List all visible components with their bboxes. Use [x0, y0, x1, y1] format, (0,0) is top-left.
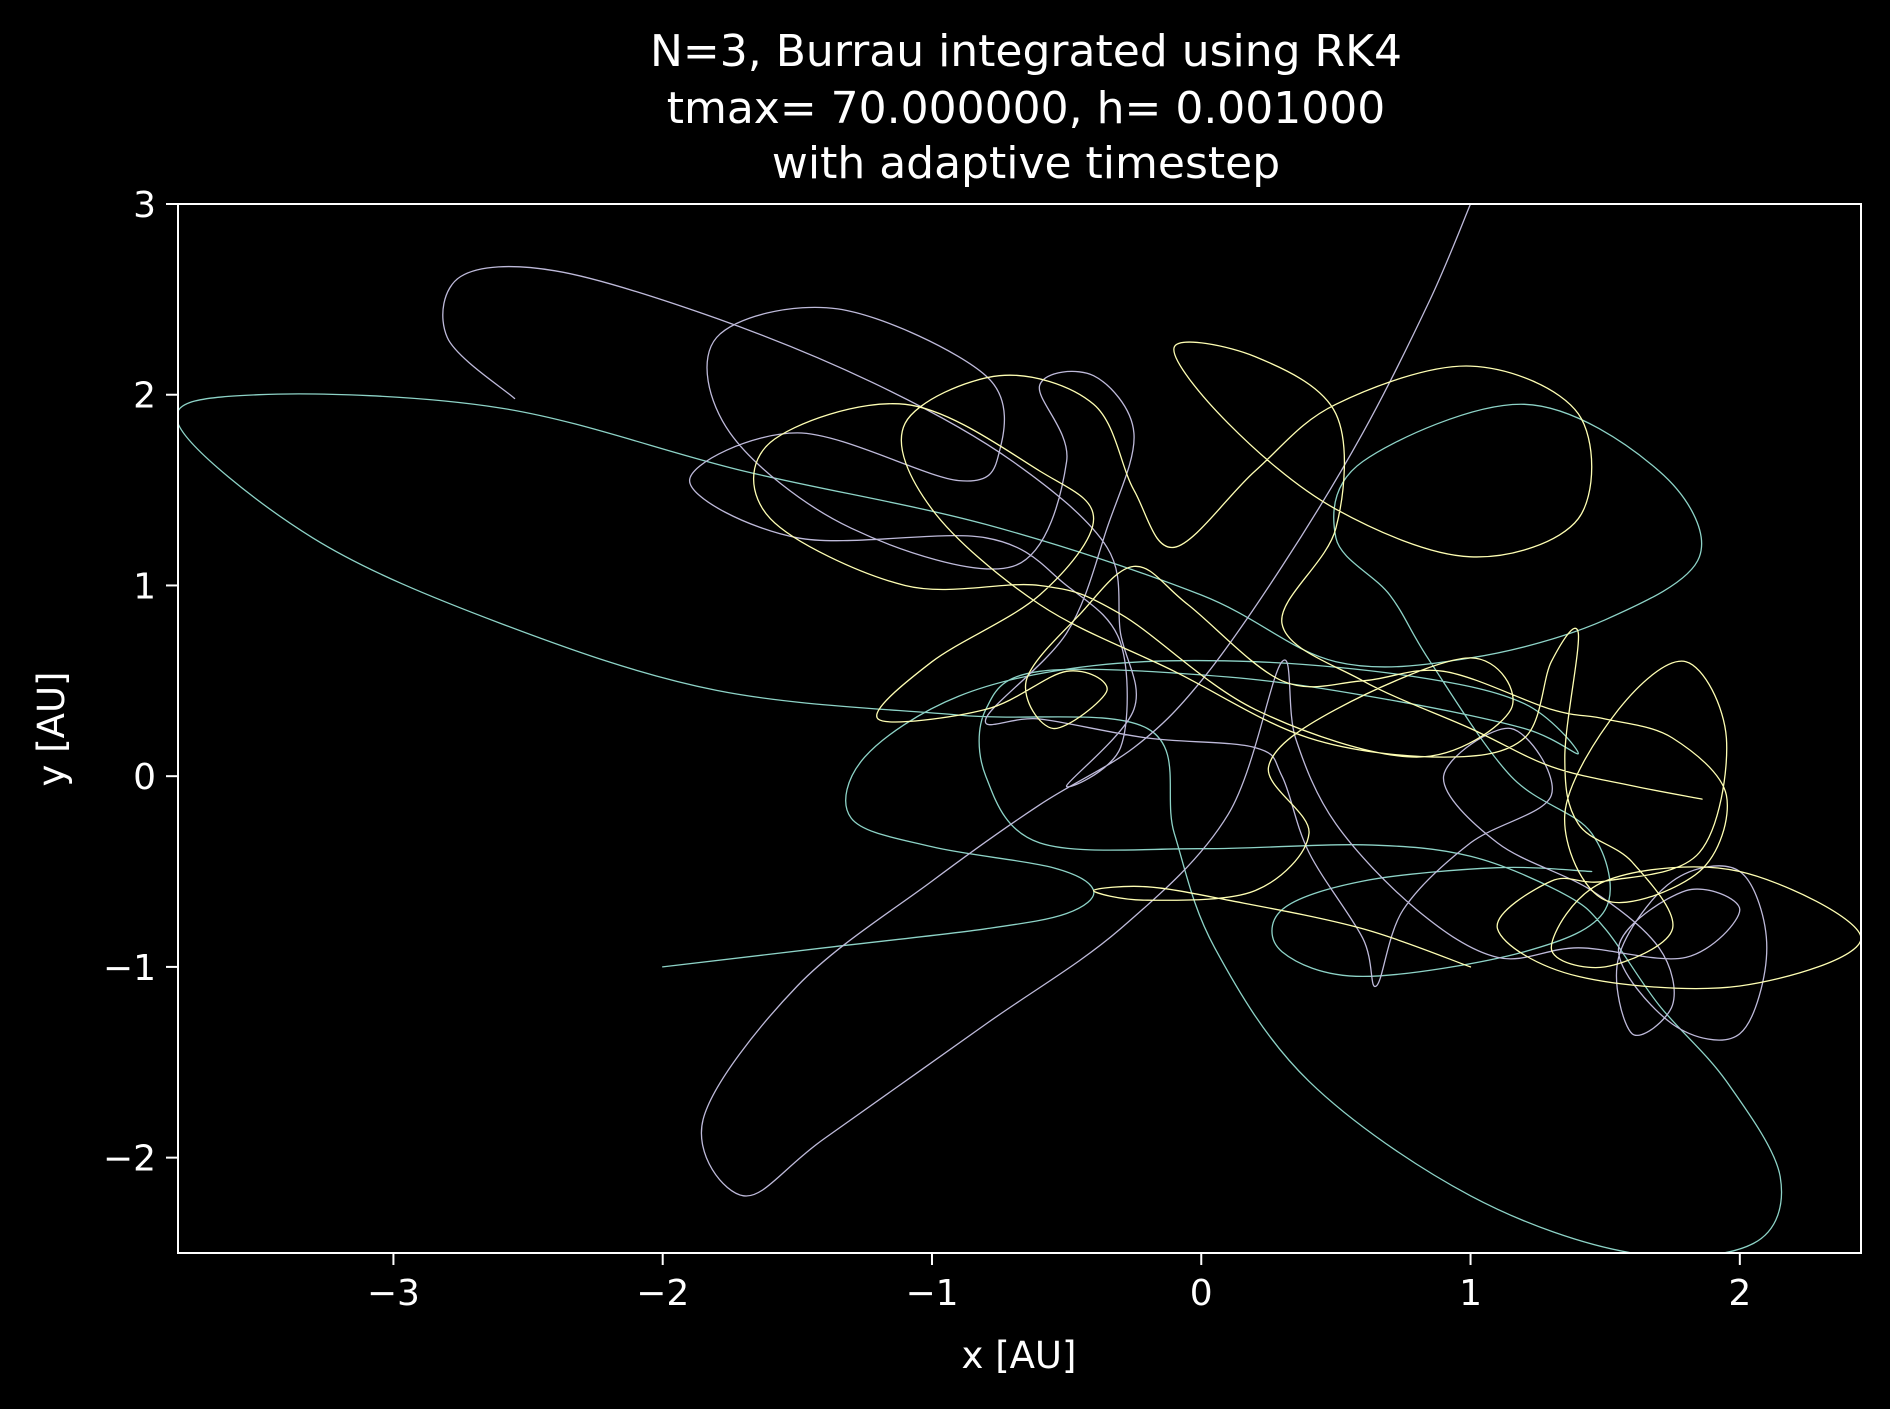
x-tick-label: 1 [1459, 1273, 1482, 1314]
x-tick-label: −3 [367, 1273, 420, 1314]
y-axis-ticks: −2 −1 0 1 2 3 [103, 185, 178, 1180]
x-tick-label: 2 [1728, 1273, 1751, 1314]
x-axis-label: x [AU] [962, 1334, 1077, 1377]
y-tick-label: 2 [133, 376, 156, 417]
y-axis-label: y [AU] [30, 672, 73, 787]
x-tick-label: −2 [636, 1273, 689, 1314]
y-tick-label: 1 [133, 566, 156, 607]
x-axis-ticks: −3 −2 −1 0 1 2 [367, 1253, 1751, 1314]
title-line-1: N=3, Burrau integrated using RK4 [650, 26, 1402, 77]
body-1-trajectory-line [178, 393, 1783, 1253]
title-line-3: with adaptive timestep [772, 138, 1280, 189]
chart-title: N=3, Burrau integrated using RK4 tmax= 7… [650, 26, 1402, 189]
y-tick-label: −2 [103, 1139, 156, 1180]
x-tick-label: −1 [905, 1273, 958, 1314]
x-tick-label: 0 [1190, 1273, 1213, 1314]
title-line-2: tmax= 70.000000, h= 0.001000 [667, 83, 1386, 134]
y-tick-label: 0 [133, 757, 156, 798]
body-2-trajectory-line [442, 204, 1768, 1197]
y-tick-label: 3 [133, 185, 156, 226]
plot-frame [177, 203, 1862, 1254]
body-3-trajectory-line [752, 341, 1861, 990]
trajectory-series-group [178, 204, 1861, 1253]
y-tick-label: −1 [103, 948, 156, 989]
